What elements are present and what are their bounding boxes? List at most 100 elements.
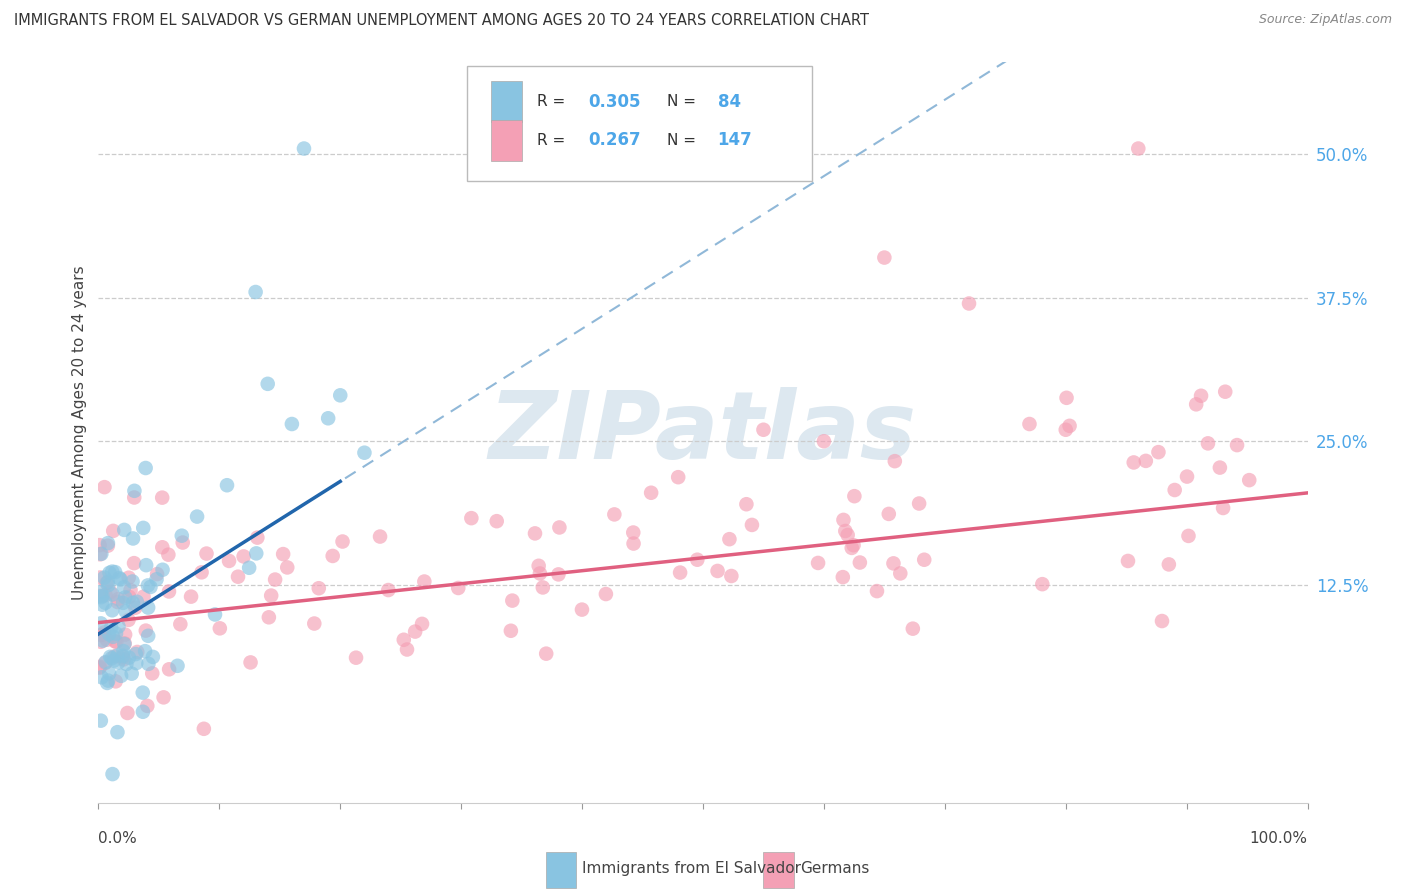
Point (112, 650, 135, 665)
Point (114, 636, 136, 650)
Point (271, 547, 294, 561)
Point (460, 511, 482, 525)
Point (603, 508, 626, 522)
Point (413, 574, 436, 589)
Text: IMMIGRANTS FROM EL SALVADOR VS GERMAN UNEMPLOYMENT AMONG AGES 20 TO 24 YEARS COR: IMMIGRANTS FROM EL SALVADOR VS GERMAN UN… (14, 13, 869, 29)
Point (190, 566, 212, 580)
Point (93, 480, 115, 494)
Point (89, 589, 111, 603)
Point (392, 632, 415, 647)
Point (232, 549, 254, 564)
Point (1212, 501, 1234, 516)
Point (595, 587, 617, 601)
Point (97, 539, 120, 553)
Point (112, 580, 135, 594)
FancyBboxPatch shape (546, 853, 576, 888)
Point (666, 470, 689, 484)
Point (883, 454, 905, 468)
Point (90, 590, 112, 604)
Point (96, 676, 118, 690)
Text: 0.0%: 0.0% (98, 831, 138, 847)
Point (1209, 460, 1232, 475)
Point (104, 565, 127, 579)
Text: N =: N = (666, 133, 700, 148)
Point (1163, 483, 1185, 497)
Point (121, 574, 143, 589)
Point (1197, 436, 1219, 450)
Point (90, 628, 112, 642)
Point (98, 666, 121, 681)
Point (141, 666, 163, 681)
Point (276, 560, 298, 574)
Point (150, 541, 173, 555)
Point (837, 528, 859, 542)
Point (157, 548, 180, 562)
Point (136, 629, 159, 643)
Point (1175, 469, 1198, 483)
Point (124, 483, 146, 498)
Point (146, 567, 169, 582)
Point (104, 634, 127, 648)
Point (706, 564, 728, 578)
Point (94, 656, 117, 670)
Point (107, 725, 129, 739)
Point (889, 566, 911, 581)
Point (395, 642, 418, 657)
Text: 100.0%: 100.0% (1250, 831, 1308, 847)
Point (90, 670, 112, 684)
Point (485, 514, 508, 528)
Point (718, 532, 741, 546)
Point (866, 584, 889, 599)
Point (157, 584, 180, 599)
Point (246, 531, 269, 545)
Point (640, 485, 662, 500)
Point (834, 524, 856, 538)
Point (1128, 142, 1150, 156)
Point (720, 569, 742, 583)
Point (260, 589, 283, 603)
Point (101, 587, 124, 601)
Point (121, 666, 143, 681)
Point (100, 651, 122, 665)
Point (97, 578, 120, 592)
Text: ZIPatlas: ZIPatlas (489, 386, 917, 479)
Point (125, 647, 148, 661)
Point (132, 705, 155, 719)
Point (112, 644, 135, 658)
Point (1177, 529, 1199, 543)
Point (264, 573, 287, 587)
Point (112, 637, 135, 651)
Point (752, 423, 775, 437)
Point (135, 558, 157, 573)
Point (1116, 554, 1139, 568)
Point (96, 632, 118, 647)
Point (411, 616, 433, 631)
Point (329, 388, 352, 402)
Point (204, 607, 226, 622)
Point (368, 530, 391, 544)
Point (669, 566, 692, 580)
Point (150, 491, 173, 505)
Point (735, 497, 758, 511)
Point (1018, 417, 1040, 431)
Point (623, 536, 645, 550)
Point (139, 580, 162, 594)
Point (166, 658, 188, 673)
Text: N =: N = (666, 95, 700, 109)
Point (621, 525, 644, 540)
Point (957, 296, 980, 310)
Point (125, 656, 148, 670)
Point (101, 767, 124, 781)
Point (118, 650, 141, 665)
Point (239, 656, 262, 670)
Point (1213, 384, 1236, 399)
Point (100, 585, 122, 599)
Point (901, 622, 924, 636)
Point (93, 625, 115, 640)
Point (842, 538, 865, 552)
Point (90, 616, 112, 631)
Text: R =: R = (537, 133, 571, 148)
Point (91, 628, 114, 642)
Point (107, 592, 129, 607)
Point (152, 563, 174, 577)
